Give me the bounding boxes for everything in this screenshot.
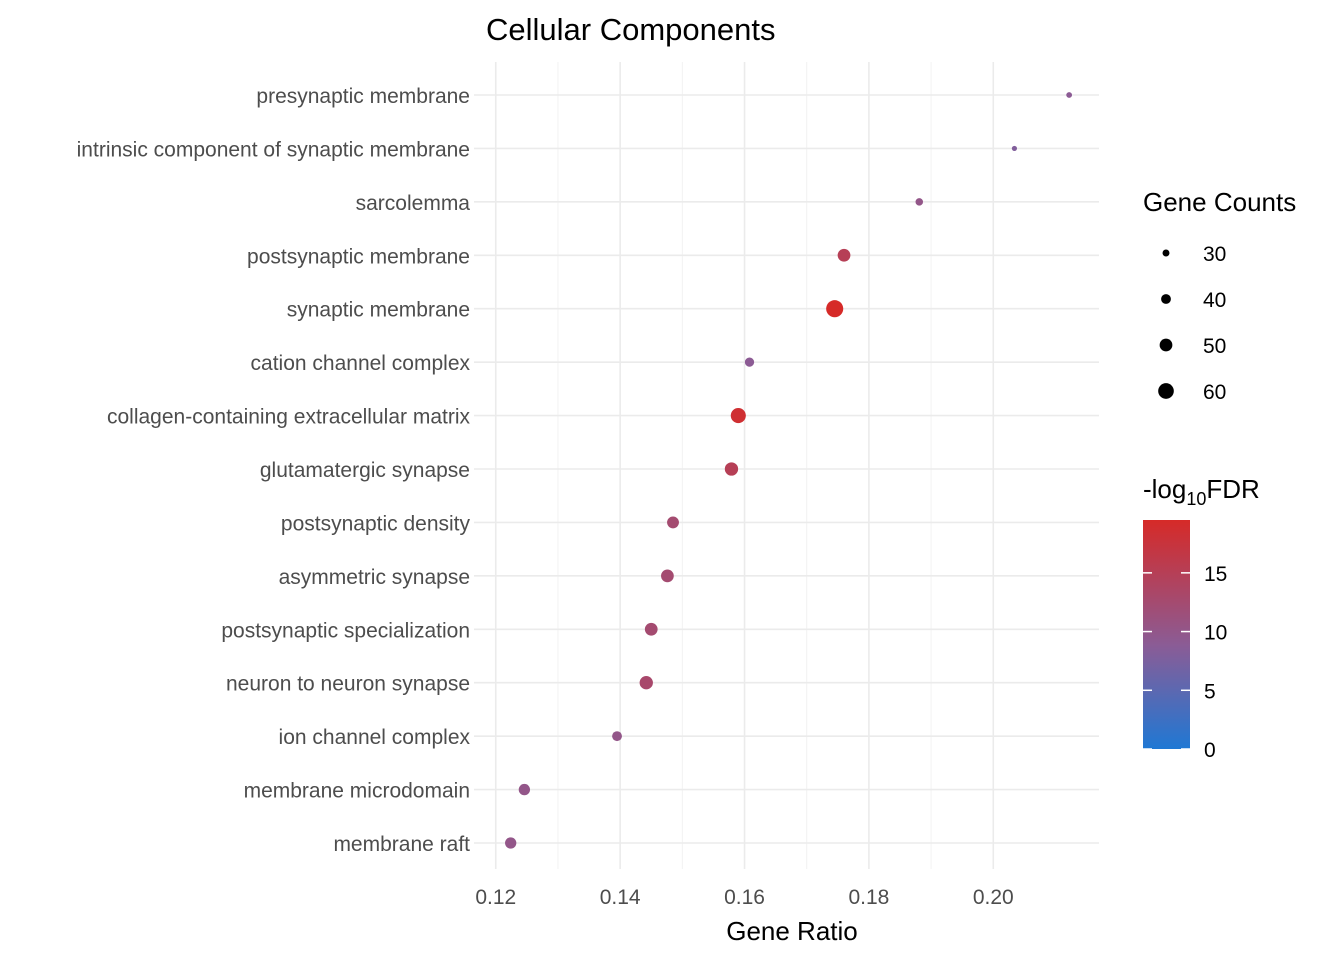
data-point [661,569,674,583]
x-tick-label: 0.18 [848,886,889,909]
size-legend-dot [1158,383,1174,399]
x-tick-label: 0.12 [475,886,516,909]
data-point [644,622,658,636]
y-tick-label: asymmetric synapse [279,566,470,589]
size-legend-label: 50 [1203,335,1226,358]
size-legend-label: 40 [1203,289,1226,312]
y-tick-label: intrinsic component of synaptic membrane [77,138,470,161]
plot-grid [474,62,1099,869]
color-legend: -log10FDR 0 5 10 15 [1143,474,1260,762]
y-tick-label: ion channel complex [279,726,471,749]
color-legend-tick-label: 10 [1204,622,1227,645]
x-tick-label: 0.16 [724,886,765,909]
y-tick-label: postsynaptic density [281,512,471,535]
data-point [612,731,622,742]
y-tick-label: membrane raft [333,833,470,856]
y-tick-label: sarcolemma [356,192,471,215]
x-axis-tick-labels: 0.12 0.14 0.16 0.18 0.20 [475,886,1013,909]
size-legend-dot [1161,294,1171,304]
x-axis-title: Gene Ratio [726,916,858,946]
y-tick-label: neuron to neuron synapse [226,673,470,696]
chart-title: Cellular Components [486,12,775,47]
data-point [724,462,739,476]
data-point [505,837,517,849]
color-legend-title: -log10FDR [1143,474,1260,509]
x-tick-label: 0.14 [600,886,641,909]
color-legend-tick-label: 0 [1204,739,1216,762]
size-legend-items: 30 40 50 60 [1158,243,1226,404]
y-tick-label: synaptic membrane [287,299,470,322]
data-point [1011,145,1018,152]
color-legend-tick-label: 5 [1204,680,1216,703]
data-point [518,783,531,796]
y-tick-label: glutamatergic synapse [260,459,470,482]
y-tick-label: cation channel complex [251,352,471,375]
data-point [915,198,924,206]
size-legend-title: Gene Counts [1143,187,1296,217]
y-tick-label: postsynaptic specialization [221,619,470,642]
data-point [744,357,755,367]
size-legend-label: 60 [1203,381,1226,404]
size-legend-dot [1159,338,1173,352]
y-tick-label: membrane microdomain [244,780,470,803]
data-point [837,248,851,262]
y-tick-label: presynaptic membrane [256,85,470,108]
size-legend-dot [1162,249,1170,257]
data-points [505,92,1073,849]
y-tick-label: postsynaptic membrane [247,245,470,268]
data-point [639,676,653,690]
color-legend-tick-label: 15 [1204,563,1227,586]
y-axis-labels: presynaptic membrane intrinsic component … [77,85,471,856]
data-point [667,516,679,529]
data-point [1066,92,1073,98]
data-point [826,300,844,318]
x-tick-label: 0.20 [973,886,1014,909]
size-legend: Gene Counts 30 40 50 60 [1143,187,1296,404]
color-legend-gradient-bar [1143,520,1190,749]
color-legend-ticks: 0 5 10 15 [1143,563,1227,762]
data-point [730,408,746,424]
size-legend-label: 30 [1203,243,1226,266]
y-tick-label: collagen-containing extracellular matrix [107,406,471,429]
